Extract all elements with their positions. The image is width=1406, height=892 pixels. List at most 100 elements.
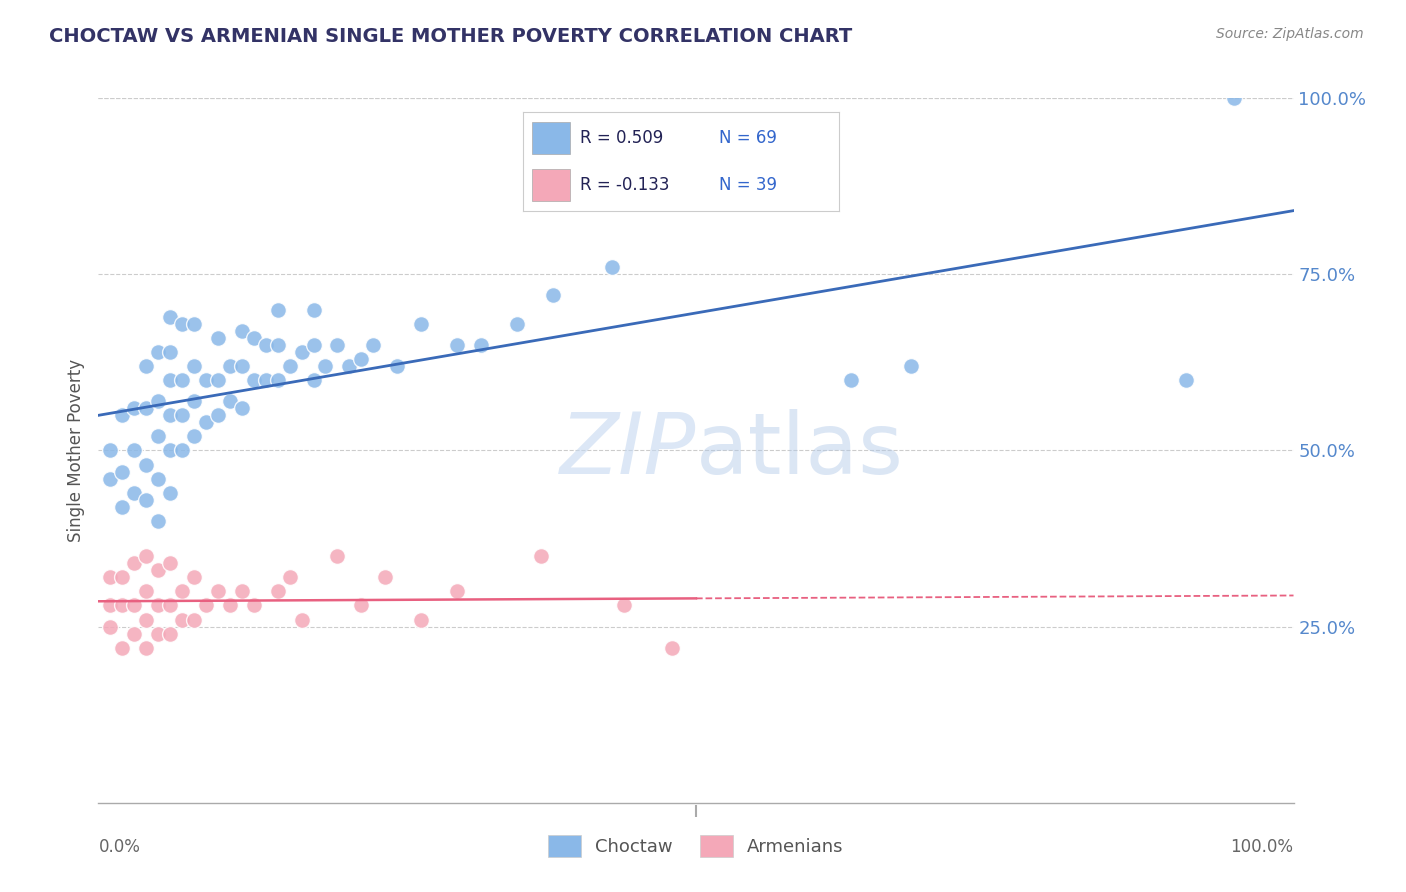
Point <box>111 599 134 613</box>
Point <box>159 373 181 387</box>
Point <box>231 359 253 373</box>
Point <box>302 373 325 387</box>
Point <box>135 401 157 416</box>
Point <box>124 401 146 416</box>
Point <box>124 443 146 458</box>
Point <box>900 359 922 373</box>
Point <box>111 570 134 584</box>
Point <box>172 443 194 458</box>
Point <box>148 514 170 528</box>
Point <box>172 373 194 387</box>
Point <box>98 443 122 458</box>
Point <box>291 613 314 627</box>
Point <box>219 394 242 409</box>
Point <box>326 549 349 564</box>
Point <box>124 485 146 500</box>
Point <box>841 373 863 387</box>
Point <box>135 640 157 655</box>
Point <box>530 549 553 564</box>
Legend: Choctaw, Armenians: Choctaw, Armenians <box>541 828 851 864</box>
Point <box>135 492 157 507</box>
Point <box>148 599 170 613</box>
Point <box>183 570 205 584</box>
Point <box>411 613 433 627</box>
Point <box>243 599 266 613</box>
Point <box>267 302 290 317</box>
Point <box>278 570 301 584</box>
Point <box>231 401 253 416</box>
Point <box>183 429 205 443</box>
Point <box>219 599 242 613</box>
Point <box>98 619 122 633</box>
Point <box>172 584 194 599</box>
Point <box>411 317 433 331</box>
Point <box>291 344 314 359</box>
Point <box>183 394 205 409</box>
Point <box>159 485 181 500</box>
Point <box>159 310 181 324</box>
Point <box>159 344 181 359</box>
Point <box>148 563 170 577</box>
Text: atlas: atlas <box>696 409 904 492</box>
Point <box>446 338 468 352</box>
Point <box>278 359 301 373</box>
Point <box>446 584 468 599</box>
Point <box>231 584 253 599</box>
Point <box>159 626 181 640</box>
Point <box>159 443 181 458</box>
Point <box>172 317 194 331</box>
Point <box>243 331 266 345</box>
Point <box>183 613 205 627</box>
Point <box>159 599 181 613</box>
Point <box>315 359 337 373</box>
Point <box>267 338 290 352</box>
Point <box>254 373 277 387</box>
Point <box>374 570 396 584</box>
Text: Source: ZipAtlas.com: Source: ZipAtlas.com <box>1216 27 1364 41</box>
Text: 100.0%: 100.0% <box>1230 838 1294 856</box>
Point <box>385 359 409 373</box>
Point <box>195 599 218 613</box>
Point <box>98 472 122 486</box>
Point <box>326 338 349 352</box>
Point <box>363 338 385 352</box>
Point <box>254 338 277 352</box>
Point <box>148 344 170 359</box>
Point <box>159 556 181 570</box>
Point <box>124 626 146 640</box>
Text: CHOCTAW VS ARMENIAN SINGLE MOTHER POVERTY CORRELATION CHART: CHOCTAW VS ARMENIAN SINGLE MOTHER POVERT… <box>49 27 852 45</box>
Point <box>243 373 266 387</box>
Point <box>506 317 529 331</box>
Point <box>602 260 624 275</box>
Point <box>135 613 157 627</box>
Point <box>302 338 325 352</box>
Point <box>207 408 229 422</box>
Point <box>207 373 229 387</box>
Point <box>148 394 170 409</box>
Point <box>183 359 205 373</box>
Point <box>183 317 205 331</box>
Point <box>219 359 242 373</box>
Point <box>172 408 194 422</box>
Point <box>135 458 157 472</box>
Point <box>267 584 290 599</box>
Point <box>111 640 134 655</box>
Point <box>111 500 134 514</box>
Point <box>350 351 373 366</box>
Point <box>195 373 218 387</box>
Point <box>661 640 683 655</box>
Point <box>135 549 157 564</box>
Point <box>207 584 229 599</box>
Point <box>148 626 170 640</box>
Text: 0.0%: 0.0% <box>98 838 141 856</box>
Point <box>172 613 194 627</box>
Point <box>1175 373 1198 387</box>
Point <box>111 408 134 422</box>
Point <box>541 288 564 302</box>
Point <box>231 324 253 338</box>
Text: ZIP: ZIP <box>560 409 696 492</box>
Point <box>124 556 146 570</box>
Point <box>470 338 492 352</box>
Point <box>135 584 157 599</box>
Point <box>159 408 181 422</box>
